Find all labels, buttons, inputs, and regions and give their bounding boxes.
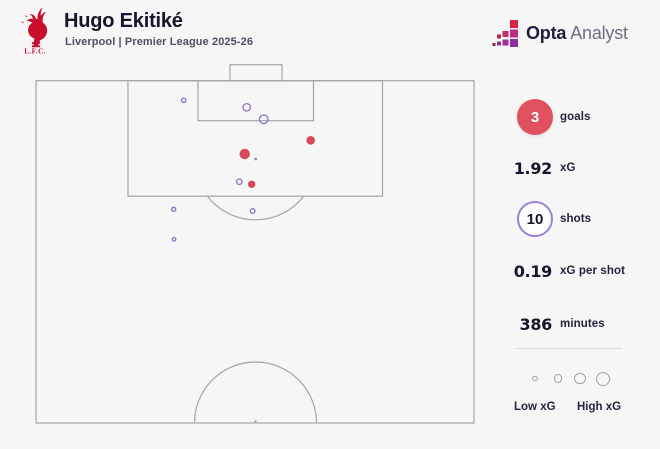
shots-badge: 10 xyxy=(517,201,553,237)
shot-markers-layer xyxy=(171,97,316,242)
brand-name-bold: Opta xyxy=(526,22,567,43)
goals-label: goals xyxy=(560,111,591,123)
pitch-outline xyxy=(35,80,475,424)
xg-per-shot-value: 0.19 xyxy=(513,262,553,281)
legend-high-label: High xG xyxy=(577,401,622,413)
opta-analyst-logo: Opta Analyst xyxy=(492,19,628,47)
page-title: Hugo Ekitiké xyxy=(64,10,183,32)
legend-dot xyxy=(574,372,586,385)
goal-marker xyxy=(248,180,256,188)
xg-per-shot-label: xG per shot xyxy=(560,265,626,277)
opta-logo-icon xyxy=(492,19,518,47)
brand-name-light: Analyst xyxy=(570,22,628,43)
shot-map-pitch xyxy=(35,64,475,424)
legend-divider xyxy=(515,348,622,349)
shot-marker xyxy=(235,178,243,186)
legend-dot xyxy=(532,375,538,382)
shot-marker xyxy=(249,208,256,214)
shots-value: 10 xyxy=(526,210,544,228)
shot-marker xyxy=(242,102,252,112)
center-spot xyxy=(254,420,257,423)
goal-marker xyxy=(239,148,250,160)
penalty-arc xyxy=(207,196,304,221)
page-subtitle: Liverpool | Premier League 2025-26 xyxy=(65,36,254,48)
shot-marker xyxy=(258,114,269,125)
svg-text:L.F.C.: L.F.C. xyxy=(24,48,46,56)
minutes-value: 386 xyxy=(519,315,553,334)
goals-badge: 3 xyxy=(517,99,553,135)
shot-marker xyxy=(171,206,177,212)
legend-low-label: Low xG xyxy=(514,401,556,413)
shot-marker xyxy=(180,97,187,104)
xg-size-legend xyxy=(500,364,650,393)
liverpool-crest-icon: L.F.C. xyxy=(20,8,48,56)
penalty-spot xyxy=(254,157,258,161)
shots-label: shots xyxy=(560,213,592,225)
xg-value: 1.92 xyxy=(513,159,553,178)
penalty-area xyxy=(127,80,384,197)
six-yard-box xyxy=(197,80,315,122)
minutes-label: minutes xyxy=(560,318,605,330)
legend-dot xyxy=(553,374,563,383)
center-circle xyxy=(193,361,318,423)
goal-frame xyxy=(229,64,283,82)
goals-value: 3 xyxy=(530,108,540,126)
xg-label: xG xyxy=(560,162,576,174)
shot-marker xyxy=(171,236,177,242)
goal-marker xyxy=(306,136,316,145)
legend-dot xyxy=(596,371,610,386)
